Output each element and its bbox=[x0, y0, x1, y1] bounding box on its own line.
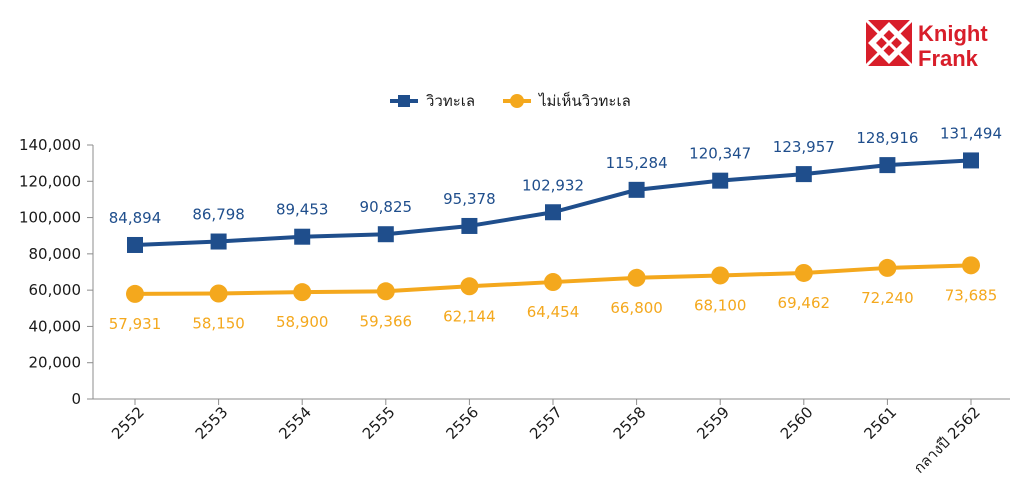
x-tick-label: กลางปี 2562 bbox=[910, 403, 984, 477]
legend-square-marker-icon bbox=[398, 95, 410, 107]
data-point bbox=[210, 233, 227, 250]
data-label: 86,798 bbox=[192, 206, 245, 224]
data-label: 89,453 bbox=[276, 201, 329, 219]
y-tick-label: 100,000 bbox=[19, 209, 81, 227]
data-point bbox=[628, 181, 645, 198]
y-tick-label: 120,000 bbox=[19, 172, 81, 190]
data-label: 62,144 bbox=[443, 307, 496, 325]
x-tick-label: 2560 bbox=[777, 403, 817, 443]
data-point bbox=[461, 217, 478, 234]
data-point bbox=[460, 277, 479, 296]
series-line bbox=[134, 158, 972, 247]
data-point bbox=[544, 273, 562, 292]
y-tick-label: 40,000 bbox=[29, 317, 82, 335]
legend-label-no-sea-view: ไม่เห็นวิวทะเล bbox=[538, 91, 631, 110]
data-point bbox=[794, 263, 813, 282]
data-point bbox=[627, 268, 646, 287]
data-point bbox=[209, 284, 228, 303]
data-point bbox=[879, 157, 896, 174]
data-label: 123,957 bbox=[773, 138, 835, 156]
x-tick-label: 2558 bbox=[610, 403, 650, 443]
x-tick-label: 2554 bbox=[275, 403, 315, 443]
legend-label-sea-view: วิวทะเล bbox=[425, 92, 475, 110]
data-label: 58,150 bbox=[192, 314, 245, 332]
series-no-sea-view: 57,931 58,150 58,900 59,366 62,144 64,454 66,8… bbox=[109, 256, 998, 333]
y-tick-label: 60,000 bbox=[29, 281, 82, 299]
data-label: 69,462 bbox=[778, 294, 831, 312]
data-point bbox=[376, 282, 395, 301]
x-axis-ticks: 2552 2553 2554 2555 2556 2557 2558 2559 2560 2561… bbox=[108, 399, 984, 477]
data-label: 131,494 bbox=[940, 124, 1002, 142]
logo-text-line2: Frank bbox=[918, 46, 979, 71]
y-tick-label: 20,000 bbox=[29, 354, 82, 372]
data-point bbox=[795, 166, 812, 183]
data-point bbox=[878, 258, 897, 277]
data-label: 59,366 bbox=[360, 312, 413, 330]
series-sea-view: 84,894 86,798 89,453 90,825 95,378 102,932 115… bbox=[109, 124, 1002, 253]
x-tick-label: 2555 bbox=[359, 403, 399, 443]
data-point bbox=[963, 152, 979, 169]
data-point bbox=[962, 256, 980, 275]
data-label: 84,894 bbox=[109, 209, 162, 227]
knight-frank-logo: Knight Frank bbox=[864, 18, 988, 71]
data-point bbox=[126, 284, 144, 303]
data-label: 66,800 bbox=[610, 299, 663, 317]
data-point bbox=[711, 266, 730, 285]
data-label: 102,932 bbox=[522, 176, 584, 194]
data-label: 68,100 bbox=[694, 296, 747, 314]
data-point bbox=[545, 204, 561, 221]
legend: วิวทะเล ไม่เห็นวิวทะเล bbox=[390, 91, 631, 110]
data-label: 57,931 bbox=[109, 315, 162, 333]
legend-item-sea-view: วิวทะเล bbox=[390, 92, 475, 110]
y-tick-label: 140,000 bbox=[19, 136, 81, 154]
data-label: 58,900 bbox=[276, 313, 329, 331]
data-label: 128,916 bbox=[856, 129, 918, 147]
legend-circle-marker-icon bbox=[510, 94, 524, 108]
data-label: 64,454 bbox=[527, 303, 580, 321]
y-axis-ticks: 0 20,000 40,000 60,000 80,000 100,000 120,000 1… bbox=[19, 136, 93, 408]
y-tick-label: 0 bbox=[71, 390, 81, 408]
data-point bbox=[127, 236, 143, 253]
data-label: 120,347 bbox=[689, 145, 751, 163]
x-tick-label: 2556 bbox=[442, 403, 482, 443]
y-tick-label: 80,000 bbox=[29, 245, 82, 263]
x-tick-label: 2559 bbox=[693, 403, 733, 443]
data-point bbox=[377, 226, 394, 243]
data-label: 95,378 bbox=[443, 190, 496, 208]
data-point bbox=[294, 228, 311, 245]
data-point bbox=[293, 283, 312, 302]
x-tick-label: 2552 bbox=[108, 403, 148, 443]
data-label: 72,240 bbox=[861, 289, 914, 307]
data-label: 90,825 bbox=[360, 198, 413, 216]
data-point bbox=[712, 172, 729, 189]
logo-text-line1: Knight bbox=[918, 21, 988, 46]
logo-mark-icon bbox=[864, 18, 914, 68]
x-tick-label: 2557 bbox=[526, 403, 566, 443]
data-label: 115,284 bbox=[606, 154, 668, 172]
legend-item-no-sea-view: ไม่เห็นวิวทะเล bbox=[503, 91, 631, 110]
data-label: 73,685 bbox=[945, 286, 998, 304]
series-group: 84,894 86,798 89,453 90,825 95,378 102,932 115… bbox=[109, 124, 1002, 332]
x-tick-label: 2553 bbox=[192, 403, 232, 443]
x-tick-label: 2561 bbox=[860, 403, 900, 443]
